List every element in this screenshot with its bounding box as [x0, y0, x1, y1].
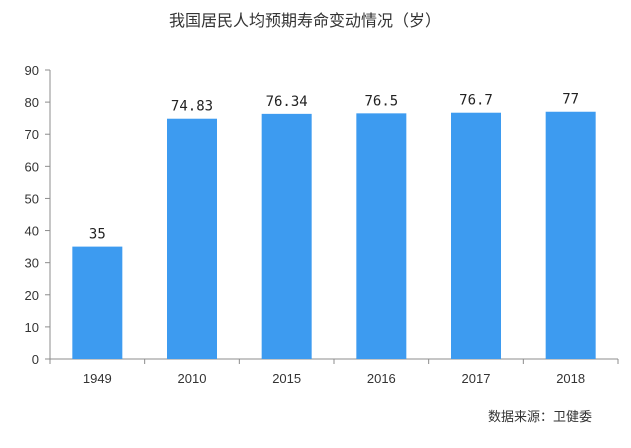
chart-title: 我国居民人均预期寿命变动情况（岁） [169, 11, 441, 30]
y-tick-label: 80 [25, 95, 39, 110]
x-tick-label: 1949 [83, 371, 112, 386]
x-tick-label: 2016 [367, 371, 396, 386]
y-tick-label: 10 [25, 320, 39, 335]
bar-2018 [545, 111, 596, 359]
data-label-1949: 35 [89, 227, 106, 243]
y-tick-label: 40 [25, 224, 39, 239]
y-tick-label: 50 [25, 191, 39, 206]
data-source: 数据来源：卫健委 [488, 410, 592, 425]
x-tick-label: 2017 [462, 371, 491, 386]
data-label-2016: 76.5 [364, 93, 398, 109]
chart-bars [72, 111, 596, 360]
y-tick-label: 30 [25, 256, 39, 271]
chart-axes: 0 10 20 30 40 50 60 70 80 90 1949 2010 2015 2016 2017 2… [25, 63, 619, 386]
bar-2016 [356, 113, 407, 359]
data-label-2010: 74.83 [171, 99, 213, 115]
x-tick-label: 2010 [178, 371, 207, 386]
bar-1949 [72, 246, 123, 359]
y-tick-label: 60 [25, 159, 39, 174]
bar-2015 [261, 113, 312, 360]
data-label-2017: 76.7 [459, 93, 493, 109]
bar-2017 [451, 112, 501, 359]
y-tick-label: 0 [32, 352, 39, 367]
y-tick-label: 20 [25, 288, 39, 303]
bar-2010 [167, 118, 217, 359]
x-tick-label: 2015 [272, 371, 301, 386]
y-tick-label: 90 [25, 63, 39, 78]
x-tick-label: 2018 [556, 371, 585, 386]
data-label-2015: 76.34 [266, 94, 308, 110]
chart-data-labels: 35 74.83 76.34 76.5 76.7 77 [89, 92, 579, 243]
data-label-2018: 77 [562, 92, 579, 108]
y-tick-label: 70 [25, 127, 39, 142]
